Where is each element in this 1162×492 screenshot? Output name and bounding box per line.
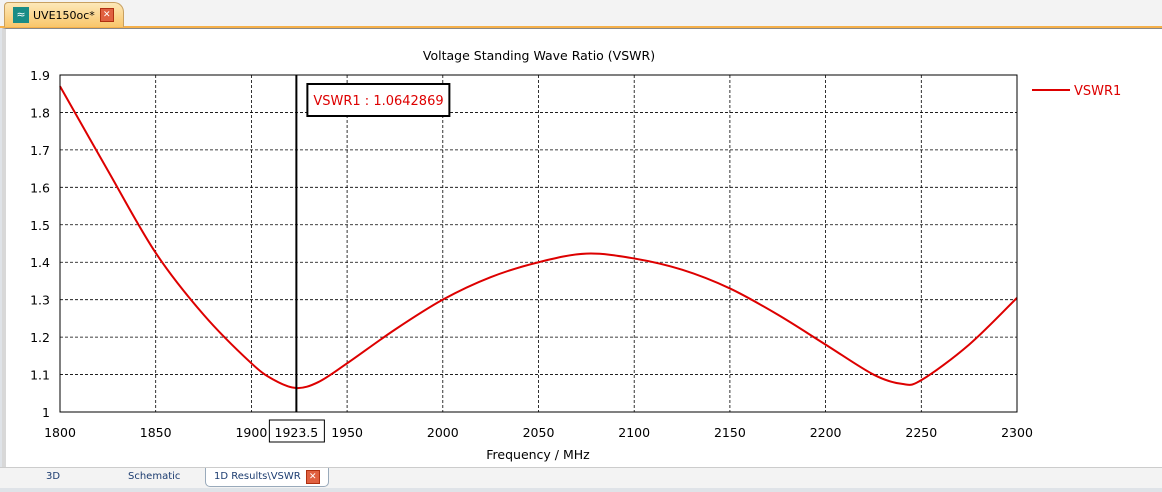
- y-tick-label: 1.2: [30, 330, 50, 345]
- plot-area: [59, 74, 1018, 413]
- x-tick-label: 2100: [618, 425, 650, 440]
- y-tick-label: 1.6: [30, 180, 50, 195]
- x-tick-label: 2250: [905, 425, 937, 440]
- close-icon[interactable]: ✕: [99, 8, 114, 22]
- y-tick-label: 1.7: [30, 143, 50, 158]
- x-tick-label: 2050: [523, 425, 555, 440]
- x-tick-label: 1900: [235, 425, 267, 440]
- tab-3d[interactable]: 3D: [46, 471, 61, 482]
- x-axis-label: Frequency / MHz: [486, 447, 590, 462]
- marker-x-box: [268, 419, 325, 443]
- x-tick-label: 2200: [810, 425, 842, 440]
- tab-schematic[interactable]: Schematic: [128, 471, 181, 482]
- document-tab-bar: ≈ UVE150oc* ✕: [0, 0, 1162, 28]
- vswr-chart[interactable]: Voltage Standing Wave Ratio (VSWR) 1800 1…: [6, 29, 1162, 467]
- x-tick-label: 1850: [140, 425, 172, 440]
- y-tick-label: 1.8: [30, 105, 50, 120]
- legend-label-vswr1: VSWR1: [1074, 84, 1121, 99]
- bottom-tab-bar: 3D Schematic 1D Results\VSWR ✕: [0, 467, 1162, 488]
- marker-value-label: VSWR1 : 1.0642869: [313, 94, 443, 109]
- y-tick-label: 1.5: [30, 218, 50, 233]
- plot-window: Voltage Standing Wave Ratio (VSWR) 1800 1…: [2, 28, 1162, 468]
- y-tick-label: 1.4: [30, 255, 50, 270]
- series-line-vswr1: [59, 85, 1018, 390]
- x-tick-label: 1800: [44, 425, 76, 440]
- y-tick-label: 1.3: [30, 293, 50, 308]
- document-tab[interactable]: ≈ UVE150oc* ✕: [4, 2, 124, 27]
- x-tick-label: 2000: [427, 425, 459, 440]
- x-tick-label: 1950: [331, 425, 363, 440]
- tab-label: 1D Results\VSWR: [214, 471, 301, 482]
- x-tick-label: 2300: [1001, 425, 1033, 440]
- chart-title: Voltage Standing Wave Ratio (VSWR): [423, 48, 655, 63]
- close-icon[interactable]: ✕: [305, 470, 320, 484]
- waves-icon: ≈: [13, 7, 29, 23]
- y-tick-label: 1: [42, 405, 50, 420]
- y-tick-label: 1.1: [30, 368, 50, 383]
- tab-1d-results-vswr[interactable]: 1D Results\VSWR ✕: [205, 468, 329, 487]
- y-tick-label: 1.9: [30, 68, 50, 83]
- marker-label-box: [306, 83, 451, 117]
- document-tab-title: UVE150oc*: [33, 8, 95, 22]
- x-tick-label: 2150: [714, 425, 746, 440]
- marker-x-label: 1923.5: [275, 425, 319, 440]
